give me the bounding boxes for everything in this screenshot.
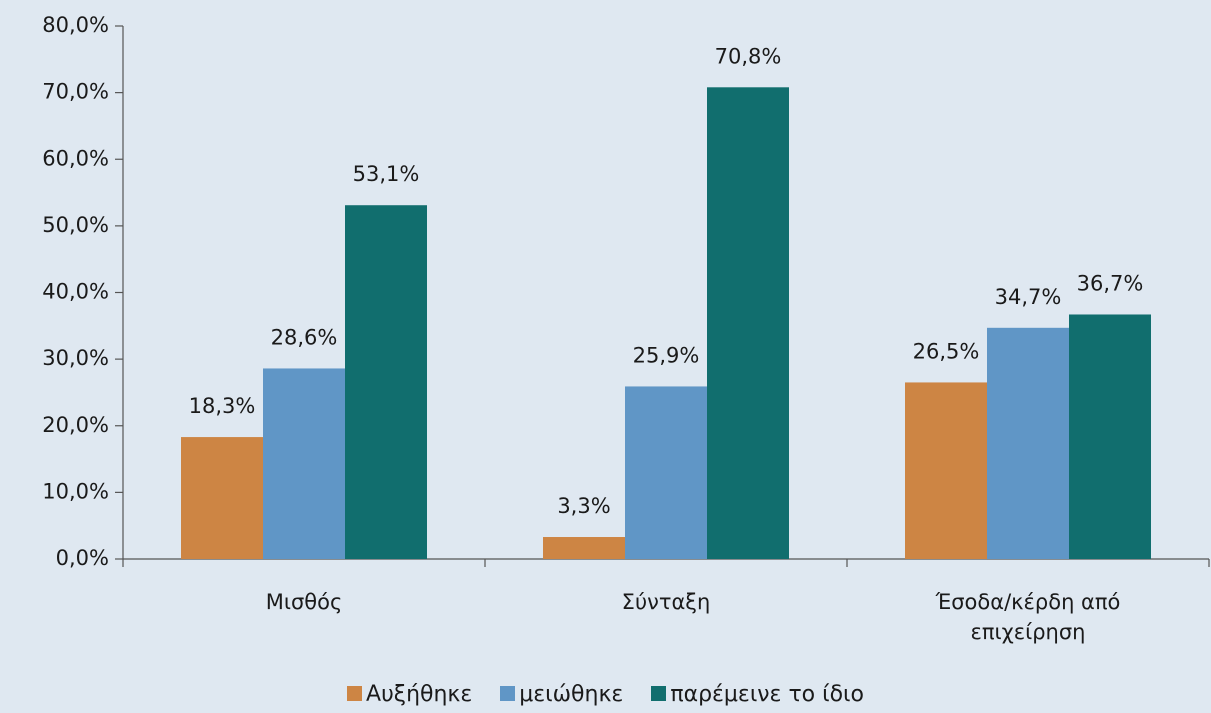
legend-item: μειώθηκε	[500, 682, 623, 707]
legend-item: Αυξήθηκε	[347, 682, 472, 707]
data-label: 28,6%	[271, 325, 338, 349]
bar	[543, 537, 625, 559]
y-tick-label: 10,0%	[42, 479, 109, 503]
data-label: 18,3%	[189, 394, 256, 418]
y-tick-label: 80,0%	[42, 13, 109, 37]
bar	[181, 437, 263, 559]
legend-swatch	[500, 686, 516, 701]
y-tick-label: 50,0%	[42, 213, 109, 237]
legend-swatch	[347, 686, 363, 701]
bar	[345, 205, 427, 559]
y-tick-label: 0,0%	[56, 546, 109, 570]
bar	[625, 386, 707, 559]
data-label: 3,3%	[557, 494, 610, 518]
data-label: 26,5%	[913, 339, 980, 363]
bar	[263, 368, 345, 559]
legend-label: παρέμεινε το ίδιο	[670, 682, 864, 707]
bar	[987, 327, 1069, 559]
y-tick-label: 40,0%	[42, 280, 109, 304]
x-tick-label: Έσοδα/κέρδη από επιχείρηση	[935, 590, 1121, 644]
y-tick-label: 20,0%	[42, 413, 109, 437]
bar	[905, 382, 987, 559]
legend-swatch	[651, 686, 667, 701]
data-label: 36,7%	[1077, 271, 1144, 295]
data-label: 70,8%	[715, 44, 782, 68]
data-label: 25,9%	[633, 343, 700, 367]
legend: Αυξήθηκε μειώθηκε παρέμεινε το ίδιο	[0, 682, 1211, 707]
data-label: 53,1%	[353, 162, 420, 186]
legend-label: μειώθηκε	[519, 682, 624, 707]
data-label: 34,7%	[995, 285, 1062, 309]
legend-item: παρέμεινε το ίδιο	[651, 682, 864, 707]
bar	[707, 87, 789, 560]
y-tick-label: 70,0%	[42, 80, 109, 104]
legend-label: Αυξήθηκε	[366, 682, 473, 707]
x-tick-label: Σύνταξη	[621, 590, 711, 614]
y-tick-label: 60,0%	[42, 146, 109, 170]
y-tick-label: 30,0%	[42, 346, 109, 370]
bar	[1069, 314, 1151, 559]
x-tick-label: Μισθός	[265, 590, 343, 614]
